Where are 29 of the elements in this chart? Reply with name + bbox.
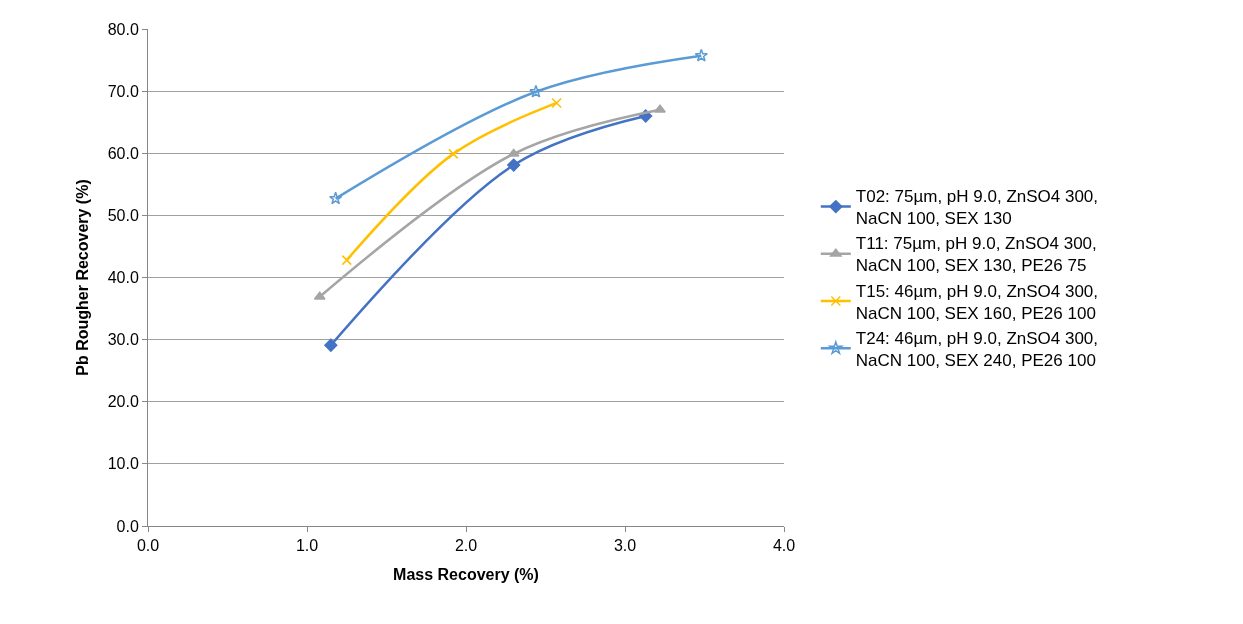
y-tick-label: 20.0 xyxy=(107,393,139,411)
point xyxy=(341,254,352,266)
x-axis-title: Mass Recovery (%) xyxy=(393,565,539,583)
y-tick-label: 60.0 xyxy=(107,144,139,162)
point xyxy=(654,104,666,113)
legend-label: T02: 75µm, pH 9.0, ZnSO4 300, NaCN 100, SEX 130 xyxy=(855,187,1099,229)
point xyxy=(448,148,459,160)
point xyxy=(328,191,343,205)
x-tick-label: 0.0 xyxy=(136,537,160,555)
x-tick-label: 3.0 xyxy=(613,537,637,555)
y-tick-label: 80.0 xyxy=(107,20,139,38)
legend-label: T15: 46µm, pH 9.0, ZnSO4 300, NaCN 100, SEX 160, PE26 100 xyxy=(855,281,1099,323)
y-tick-label: 10.0 xyxy=(107,455,139,473)
y-axis-title: Pb Rougher Recovery (%) xyxy=(73,179,91,376)
legend-label: T11: 75µm, pH 9.0, ZnSO4 300, NaCN 100, SEX 130, PE26 75 xyxy=(855,234,1097,276)
x-tick-label: 1.0 xyxy=(295,537,319,555)
y-tick-label: 0.0 xyxy=(116,517,139,535)
legend-label: T24: 46µm, pH 9.0, ZnSO4 300, NaCN 100, SEX 240, PE26 100 xyxy=(855,328,1099,370)
point xyxy=(551,97,562,109)
point xyxy=(507,158,521,172)
point xyxy=(694,48,709,62)
y-tick-label: 70.0 xyxy=(107,82,139,100)
x-tick-label: 2.0 xyxy=(454,537,478,555)
point xyxy=(324,338,338,352)
x-tick-label: 4.0 xyxy=(772,537,796,555)
y-tick-label: 40.0 xyxy=(107,269,139,287)
point xyxy=(529,84,543,98)
y-tick-label: 30.0 xyxy=(107,331,139,349)
y-tick-label: 50.0 xyxy=(107,206,139,224)
